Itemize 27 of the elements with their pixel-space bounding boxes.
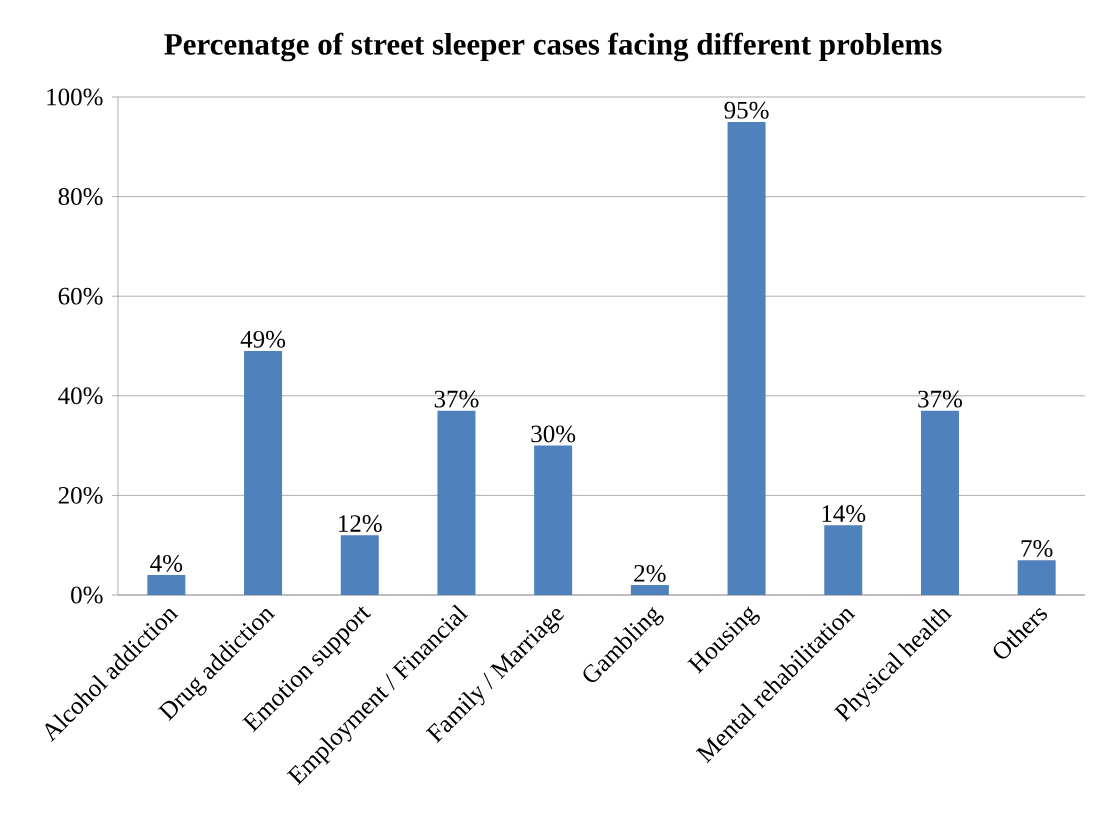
bar	[244, 350, 283, 595]
bar	[1017, 560, 1056, 595]
data-label: 7%	[1021, 539, 1053, 557]
data-label: 2%	[634, 564, 666, 582]
bar	[630, 585, 669, 595]
data-label: 14%	[822, 505, 866, 523]
bar	[824, 525, 863, 595]
bar	[534, 445, 573, 595]
data-label: 95%	[724, 101, 769, 119]
bar	[920, 410, 959, 595]
data-label: 4%	[150, 554, 183, 572]
data-label: 37%	[434, 390, 479, 408]
bar	[147, 575, 186, 595]
chart-title: Percenatge of street sleeper cases facing different problems	[164, 32, 942, 62]
bar	[340, 535, 379, 595]
bar	[727, 121, 766, 595]
y-tick-label: 80%	[58, 188, 103, 206]
data-label: 49%	[240, 330, 286, 348]
bar	[437, 410, 476, 595]
y-tick-label: 60%	[58, 287, 103, 305]
y-tick-label: 0%	[71, 586, 103, 604]
y-tick-label: 20%	[58, 486, 103, 504]
data-label: 12%	[339, 515, 382, 533]
data-label: 30%	[531, 425, 576, 443]
data-label: 37%	[918, 390, 963, 408]
y-tick-label: 100%	[47, 88, 103, 106]
y-tick-label: 40%	[58, 387, 103, 405]
